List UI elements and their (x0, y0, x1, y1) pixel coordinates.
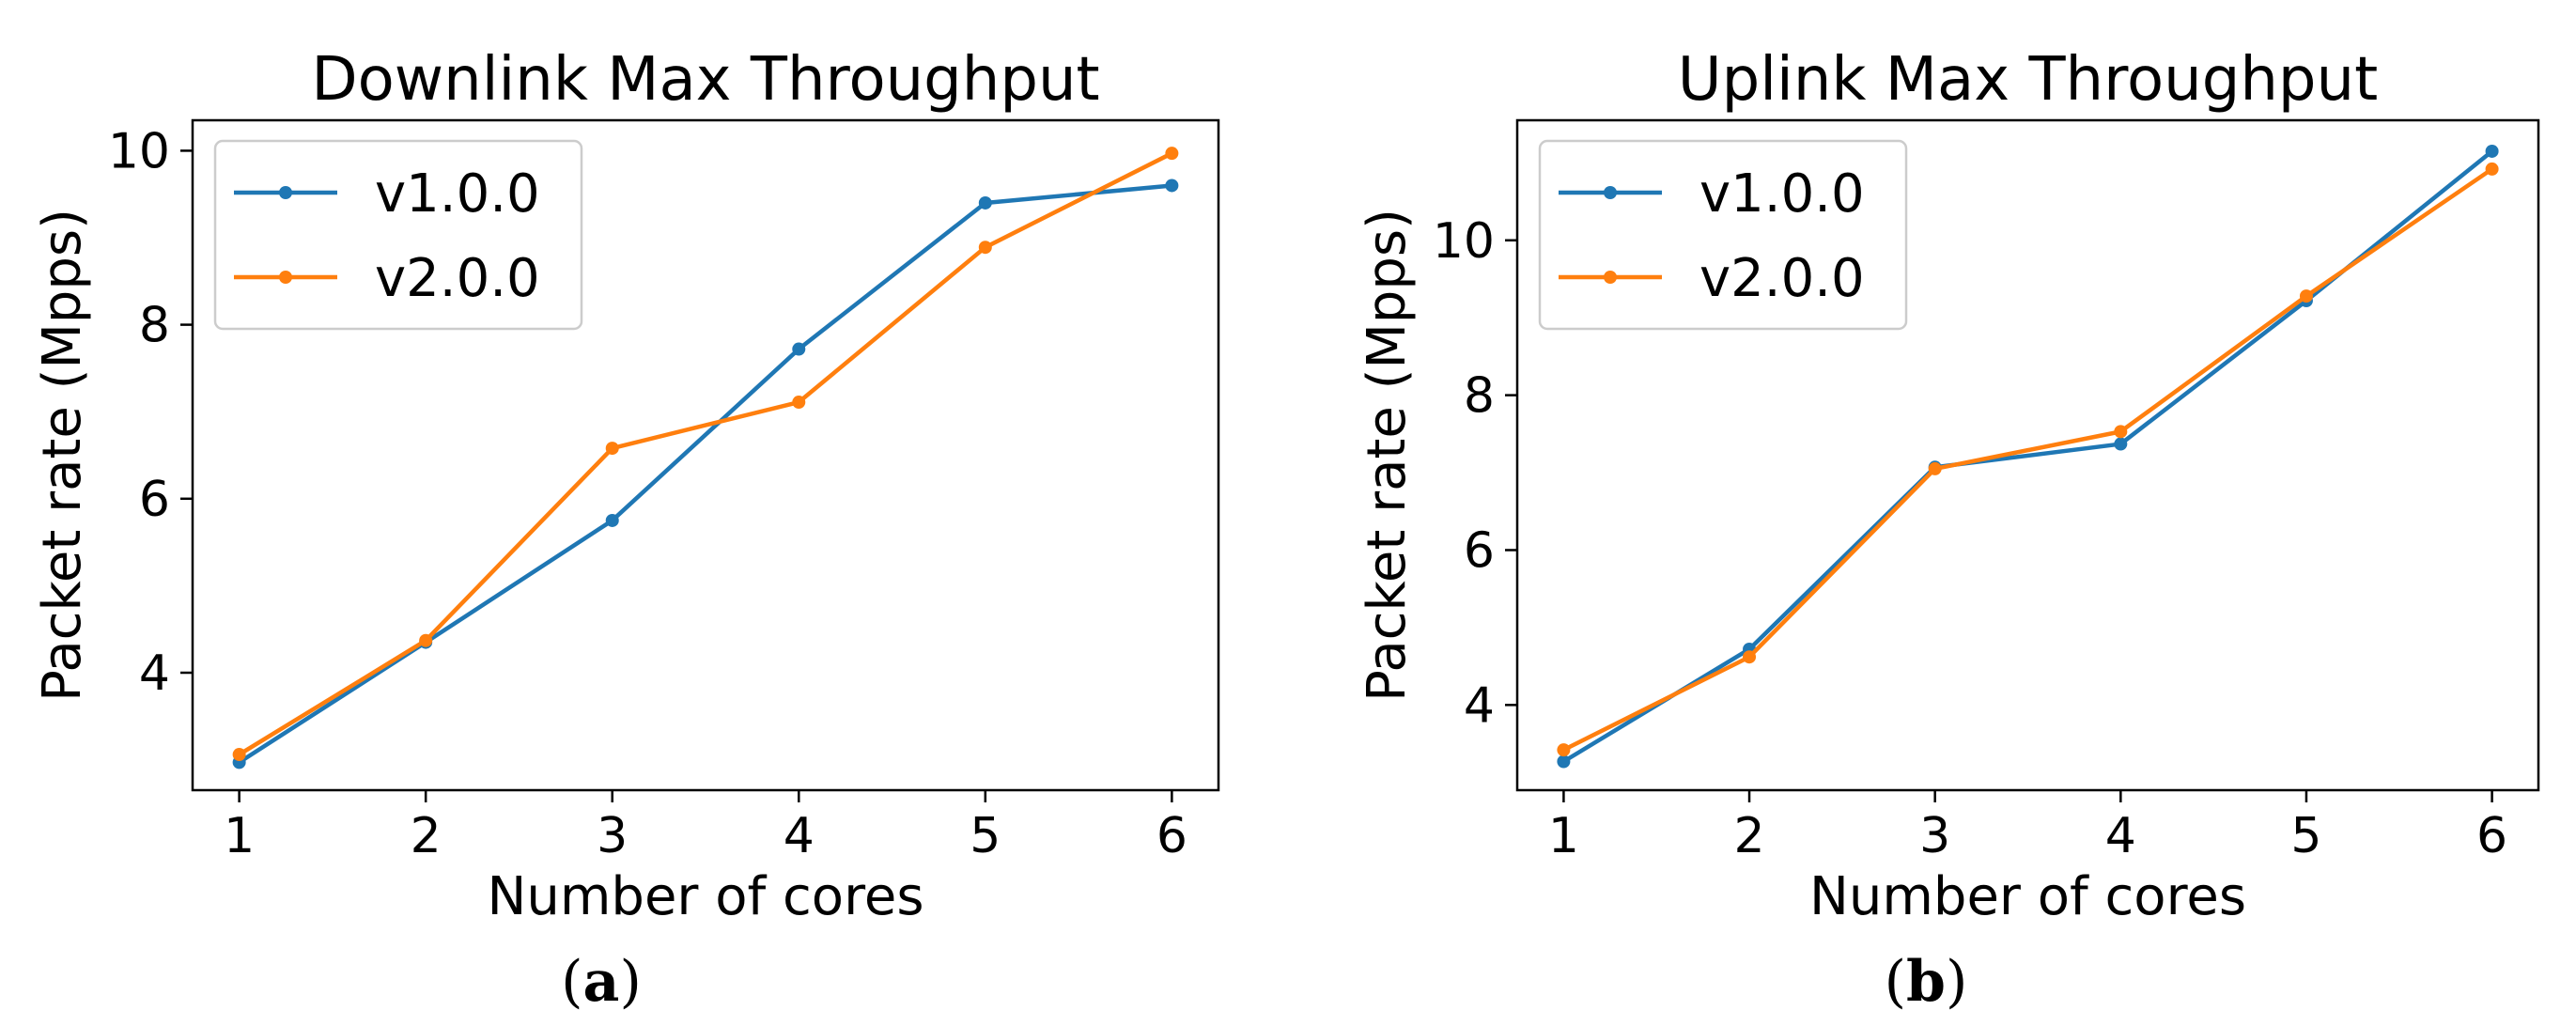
x-tick-label: 5 (2290, 808, 2321, 864)
legend-box (213, 139, 583, 331)
data-point-v2.0.0 (1557, 743, 1571, 757)
caption-paren-close: ) (619, 949, 641, 1015)
x-tick-label: 2 (411, 808, 442, 864)
data-point-v2.0.0 (1743, 650, 1757, 664)
y-tick-label: 8 (1464, 368, 1495, 425)
data-point-v2.0.0 (1165, 147, 1179, 161)
data-point-v1.0.0 (1165, 179, 1179, 193)
chart-title: Downlink Max Throughput (311, 45, 1099, 115)
legend-label: v1.0.0 (1699, 163, 1865, 225)
y-tick-label: 10 (1433, 213, 1495, 270)
caption-paren-open: ( (1885, 949, 1906, 1015)
series-line-v1.0.0 (238, 183, 1172, 765)
data-point-v2.0.0 (2485, 162, 2499, 176)
data-point-v1.0.0 (792, 342, 806, 356)
x-axis-label: Number of cores (487, 866, 923, 927)
x-tick-label: 4 (784, 808, 815, 864)
data-point-v2.0.0 (1928, 461, 1942, 475)
y-tick-label: 6 (139, 472, 170, 528)
x-tick-label: 2 (1733, 808, 1764, 864)
x-tick-label: 6 (2476, 808, 2507, 864)
legend-label: v2.0.0 (1699, 248, 1865, 309)
data-point-v2.0.0 (2114, 425, 2128, 439)
caption-letter: b (1906, 949, 1946, 1015)
data-point-v2.0.0 (419, 633, 433, 647)
x-tick-label: 5 (970, 808, 1001, 864)
x-tick-label: 3 (1919, 808, 1950, 864)
legend-swatch-marker (279, 186, 292, 199)
x-axis-label: Number of cores (1809, 866, 2246, 927)
uplink-chart: Uplink Max Throughput 1 2 3 4 5 6 4 6 8 10 Number o… (1357, 45, 2540, 1015)
y-axis-label: Packet rate (Mpps) (32, 209, 93, 702)
axes-frame (191, 118, 1220, 792)
y-tick-label: 4 (139, 645, 170, 702)
series-line-v2.0.0 (1562, 167, 2493, 753)
data-point-v1.0.0 (605, 513, 619, 527)
data-point-v1.0.0 (1557, 754, 1571, 769)
downlink-chart: Downlink Max Throughput 1 2 3 4 5 6 4 6 8 10 Number… (32, 45, 1220, 1015)
legend-swatch-marker (1604, 271, 1617, 284)
x-tick-label: 6 (1156, 808, 1187, 864)
caption-paren-close: ) (1946, 949, 1967, 1015)
data-point-v2.0.0 (232, 748, 246, 762)
chart-title: Uplink Max Throughput (1678, 45, 2378, 115)
x-tick-label: 4 (2105, 808, 2136, 864)
subfigure-caption: (a) (561, 949, 642, 1015)
subfigure-caption: (b) (1885, 949, 1968, 1015)
data-point-v2.0.0 (978, 241, 992, 255)
data-point-v1.0.0 (2485, 144, 2499, 158)
x-tick-label: 1 (224, 808, 255, 864)
data-point-v2.0.0 (2299, 289, 2313, 303)
data-point-v1.0.0 (978, 195, 992, 210)
caption-paren-open: ( (561, 949, 582, 1015)
y-tick-label: 4 (1464, 677, 1495, 734)
data-point-v2.0.0 (792, 396, 806, 410)
legend-swatch-marker (279, 271, 292, 284)
y-tick-label: 6 (1464, 522, 1495, 579)
legend-label: v2.0.0 (375, 248, 540, 309)
series-line-v2.0.0 (238, 151, 1173, 756)
x-tick-label: 1 (1548, 808, 1579, 864)
y-tick-label: 8 (139, 298, 170, 354)
data-point-v1.0.0 (2114, 437, 2128, 451)
y-axis-label: Packet rate (Mpps) (1357, 209, 1418, 702)
axes-frame (1515, 118, 2540, 792)
legend-swatch-marker (1604, 186, 1617, 199)
legend-label: v1.0.0 (375, 163, 540, 225)
legend-box (1538, 139, 1908, 331)
x-tick-label: 3 (597, 808, 628, 864)
caption-letter: a (583, 949, 620, 1015)
y-tick-label: 10 (108, 123, 170, 179)
data-point-v2.0.0 (605, 442, 619, 456)
